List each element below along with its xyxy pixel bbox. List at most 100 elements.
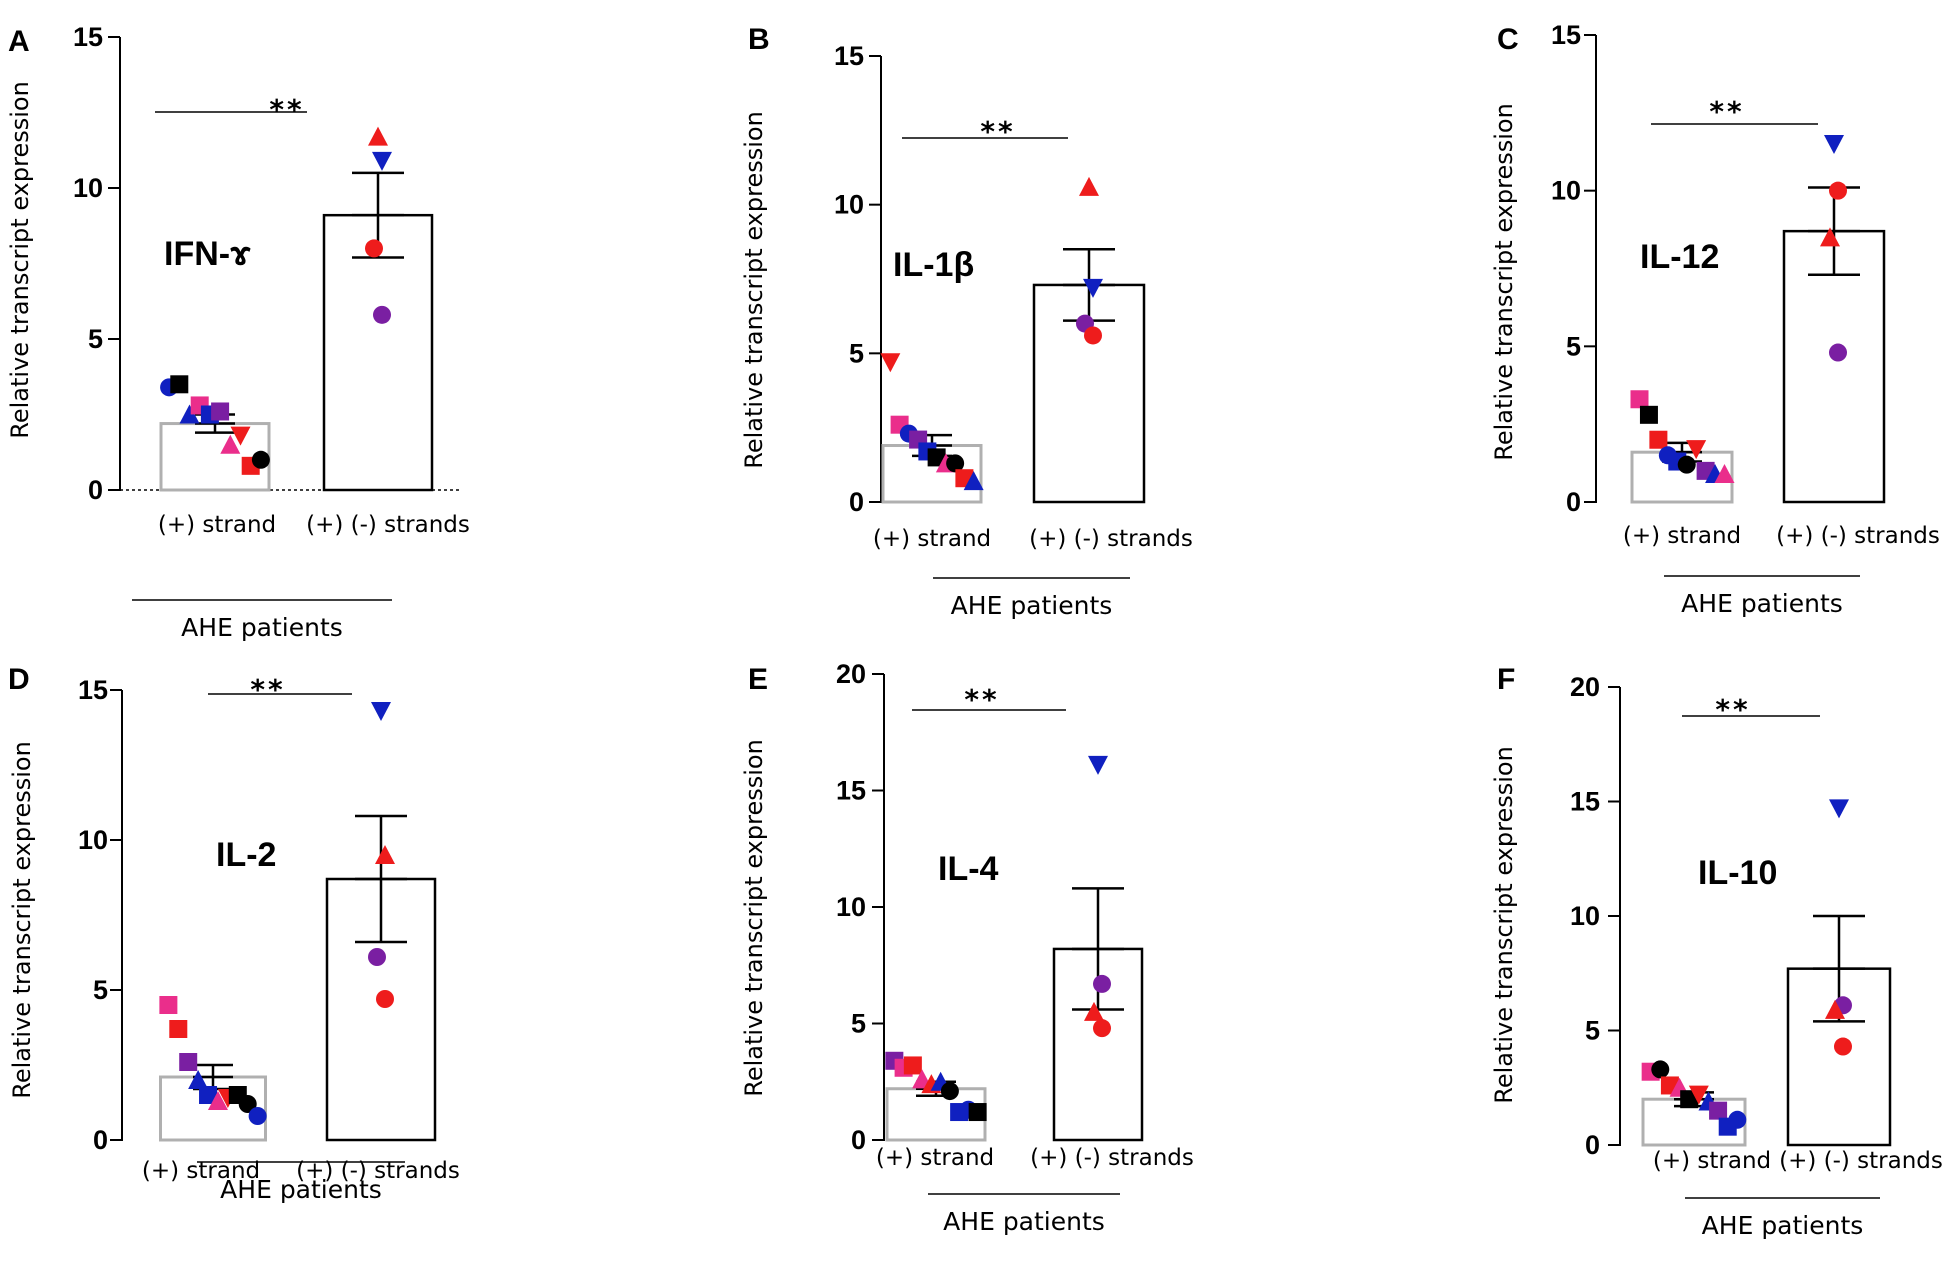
data-point <box>207 1091 228 1110</box>
data-point <box>1829 181 1847 200</box>
data-point <box>375 845 395 864</box>
x-category-label: (+) (-) strands <box>306 512 470 538</box>
panel-b: B 0 5 10 15 Relative transcript expression IL-… <box>740 23 1193 620</box>
y-tick-label: 5 <box>1585 1016 1600 1046</box>
group-label: AHE patients <box>220 1175 382 1204</box>
y-tick-label: 15 <box>73 22 103 52</box>
data-point <box>1093 1019 1111 1038</box>
panel-label: B <box>748 23 770 56</box>
data-point <box>220 434 241 454</box>
data-point <box>903 1056 922 1075</box>
y-tick-label: 15 <box>834 41 864 71</box>
data-point <box>1079 176 1099 196</box>
data-point <box>946 454 965 473</box>
y-tick-label: 0 <box>88 475 103 505</box>
data-point <box>169 1020 188 1038</box>
data-point <box>963 471 984 491</box>
x-category-label: (+) strand <box>1653 1148 1771 1174</box>
significance-stars: ** <box>269 93 304 126</box>
y-tick-label: 5 <box>93 975 108 1005</box>
data-point <box>1688 1085 1709 1105</box>
y-axis-label: Relative transcript expression <box>740 739 768 1097</box>
y-tick-label: 0 <box>849 487 864 517</box>
data-point <box>251 450 270 469</box>
y-tick-label: 5 <box>88 324 103 354</box>
data-point <box>1714 463 1735 483</box>
data-point <box>1083 278 1103 298</box>
data-point <box>1728 1110 1747 1129</box>
y-tick-label: 15 <box>836 776 866 806</box>
panel-c: C 0 5 10 15 Relative transcript expression IL-… <box>1490 20 1940 618</box>
data-point <box>1639 405 1658 424</box>
significance-stars: ** <box>980 115 1015 148</box>
data-point <box>1834 1037 1852 1056</box>
panel-d: D 0 5 10 15 Relative transcript expression IL-… <box>8 663 460 1204</box>
panel-a: A 0 5 10 15 Relative transcript expression IFN… <box>6 22 470 642</box>
x-category-label: (+) strand <box>158 512 276 538</box>
data-point <box>188 1070 209 1089</box>
group-label: AHE patients <box>943 1207 1105 1236</box>
y-tick-label: 10 <box>1570 901 1600 931</box>
data-point <box>238 1095 257 1113</box>
data-point <box>373 305 391 324</box>
panel-label: C <box>1497 23 1519 56</box>
data-point <box>368 948 386 966</box>
significance-stars: ** <box>1715 693 1750 726</box>
panel-e: E 0 5 10 15 20 Relative transcript expression I… <box>740 659 1194 1236</box>
data-point <box>940 1082 959 1101</box>
data-point <box>1825 999 1845 1019</box>
cytokine-title: IFN-ɤ <box>164 235 251 273</box>
y-tick-label: 10 <box>834 190 864 220</box>
significance-stars: ** <box>250 673 285 706</box>
y-tick-label: 0 <box>1566 487 1581 517</box>
panel-label: F <box>1497 663 1515 696</box>
data-point <box>1084 1001 1104 1021</box>
y-tick-label: 10 <box>1551 176 1581 206</box>
data-point <box>1709 1101 1728 1120</box>
group-label: AHE patients <box>951 591 1113 620</box>
data-point <box>211 402 230 421</box>
y-tick-label: 5 <box>849 338 864 368</box>
data-point <box>1093 974 1111 993</box>
y-tick-label: 15 <box>78 675 108 705</box>
significance-stars: ** <box>1709 95 1744 128</box>
x-category-label: (+) (-) strands <box>1030 1145 1194 1171</box>
data-point <box>880 353 901 373</box>
y-axis-label: Relative transcript expression <box>1490 103 1518 461</box>
data-point <box>372 151 392 171</box>
cytokine-title: IL-4 <box>938 850 999 888</box>
y-axis-label: Relative transcript expression <box>8 741 36 1099</box>
cytokine-title: IL-12 <box>1640 238 1719 276</box>
data-point <box>365 239 383 258</box>
y-axis-label: Relative transcript expression <box>1490 746 1518 1104</box>
group-label: AHE patients <box>181 613 343 642</box>
data-point <box>927 448 946 467</box>
y-tick-label: 20 <box>1570 672 1600 702</box>
y-tick-label: 0 <box>851 1125 866 1155</box>
y-tick-label: 0 <box>1585 1130 1600 1160</box>
data-point <box>1630 390 1649 409</box>
y-tick-label: 10 <box>836 892 866 922</box>
data-point <box>199 1086 218 1104</box>
data-point <box>1820 227 1840 247</box>
y-tick-label: 5 <box>851 1009 866 1039</box>
data-point <box>368 126 388 146</box>
y-tick-label: 20 <box>836 659 866 689</box>
group-label: AHE patients <box>1681 589 1843 618</box>
y-tick-label: 15 <box>1551 20 1581 50</box>
data-point <box>1686 440 1707 460</box>
data-point <box>1088 755 1108 775</box>
data-point <box>1084 326 1102 345</box>
data-point <box>170 375 189 394</box>
y-axis-label: Relative transcript expression <box>6 81 34 439</box>
panel-label: D <box>8 663 30 696</box>
data-point <box>376 990 394 1008</box>
data-point <box>179 1053 198 1071</box>
group-label: AHE patients <box>1702 1211 1864 1240</box>
y-tick-label: 5 <box>1566 331 1581 361</box>
data-point <box>1829 799 1849 819</box>
y-tick-label: 0 <box>93 1125 108 1155</box>
data-point <box>179 404 200 424</box>
data-point <box>230 426 251 446</box>
